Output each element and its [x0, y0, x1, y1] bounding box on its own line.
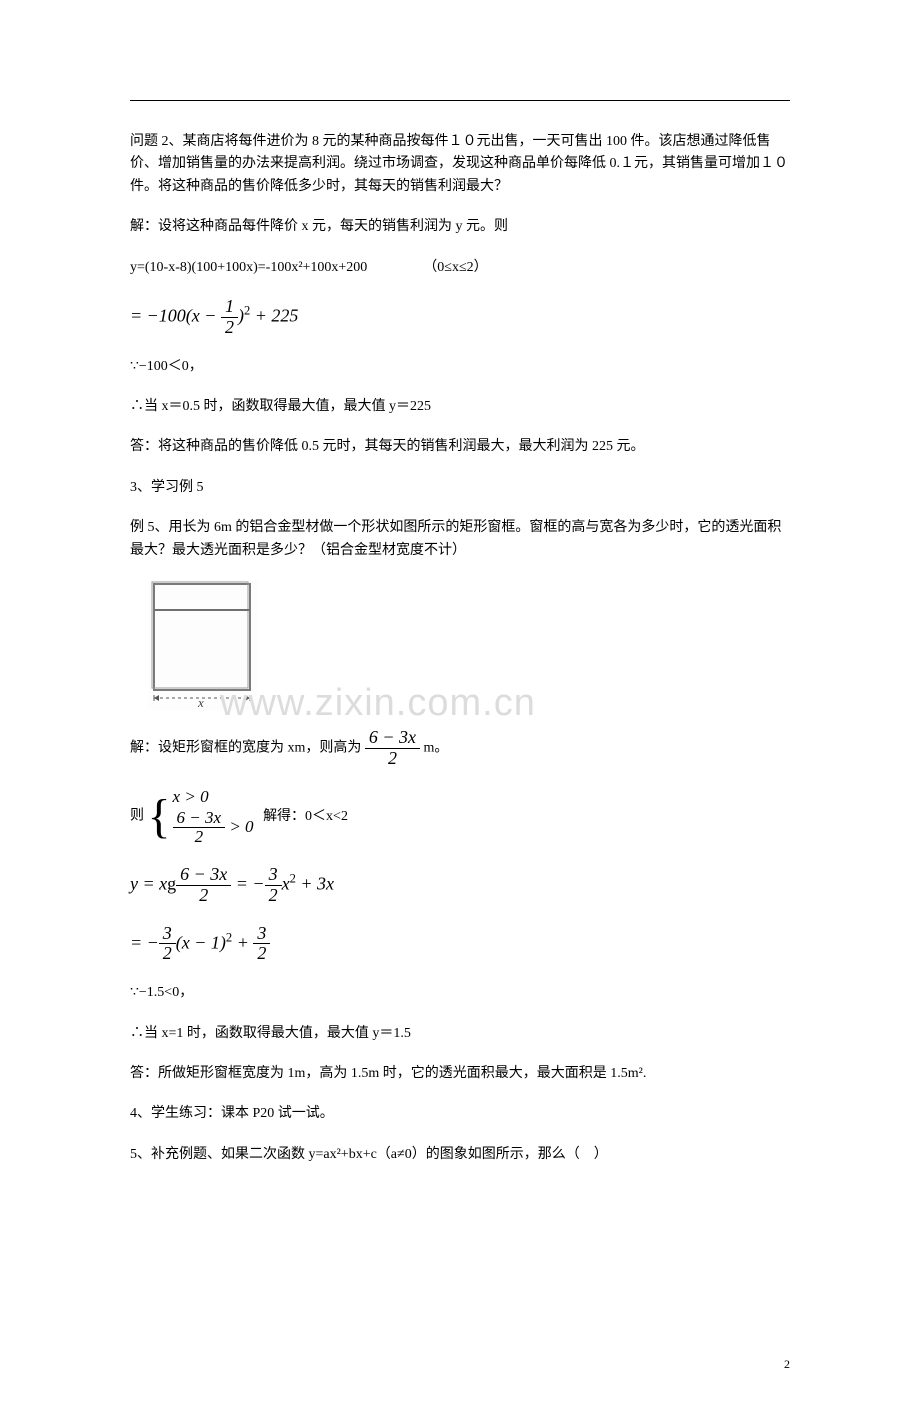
height-fraction: 6 − 3x2 [365, 728, 420, 769]
v2-mid: (x − 1) [176, 932, 226, 952]
page-number: 2 [784, 1357, 790, 1372]
h-num: 6 − 3x [365, 728, 420, 749]
section-3: 3、学习例 5 [130, 477, 790, 499]
sys-row2-num: 6 − 3x [173, 809, 226, 829]
y2-x: x [282, 873, 290, 893]
v2-frac2-num: 3 [253, 924, 270, 945]
y2-frac1-num: 6 − 3x [176, 865, 231, 886]
y2-eq: = − [231, 873, 264, 893]
vertex-form-2: = −32(x − 1)2 + 32 [130, 924, 790, 965]
y2-g: g [167, 873, 176, 893]
vf1-plus: + 225 [250, 305, 298, 325]
vf1-lhs: = −100( [130, 305, 192, 325]
section-4: 4、学生练习：课本 P20 试一试。 [130, 1103, 790, 1125]
solve-result: 解得：0＜x<2 [263, 809, 348, 824]
y2-lhs: y = x [130, 873, 167, 893]
v2-plus: + [232, 932, 253, 952]
solution-intro: 解：设将这种商品每件降价 x 元，每天的销售利润为 y 元。则 [130, 216, 790, 238]
solution-2-intro: 解：设矩形窗框的宽度为 xm，则高为 6 − 3x2 m。 [130, 728, 790, 769]
section-5: 5、补充例题、如果二次函数 y=ax²+bx+c（a≠0）的图象如图所示，那么（… [130, 1144, 790, 1166]
answer-2: 答：所做矩形窗框宽度为 1m，高为 1.5m 时，它的透光面积最大，最大面积是 … [130, 1063, 790, 1085]
y2-frac2-num: 3 [265, 865, 282, 886]
because-2: ∵−1.5<0， [130, 982, 790, 1004]
vf1-num: 1 [221, 297, 238, 318]
y2-frac1-den: 2 [176, 886, 231, 906]
vf1-den: 2 [221, 318, 238, 338]
vf1-minus: − [200, 305, 221, 325]
v2-frac1-num: 3 [159, 924, 176, 945]
v2-eq: = − [130, 932, 159, 952]
top-rule [130, 100, 790, 101]
therefore-1: ∴当 x＝0.5 时，函数取得最大值，最大值 y＝225 [130, 396, 790, 418]
example-5-text: 例 5、用长为 6m 的铝合金型材做一个形状如图所示的矩形窗框。窗框的高与宽各为… [130, 517, 790, 562]
because-1: ∵−100＜0， [130, 356, 790, 378]
answer-1: 答：将这种商品的售价降低 0.5 元时，其每天的销售利润最大，最大利润为 225… [130, 436, 790, 458]
inequality-system: { x > 0 6 − 3x2 > 0 [148, 786, 254, 846]
y2-frac2: 32 [265, 865, 282, 906]
sys-row-2: 6 − 3x2 > 0 [173, 809, 254, 847]
window-x-label: x [197, 695, 204, 710]
y-area-formula: y = xg6 − 3x2 = −32x2 + 3x [130, 865, 790, 906]
left-brace-icon: { [148, 793, 171, 841]
vf1-x: x [192, 305, 200, 325]
y2-frac2-den: 2 [265, 886, 282, 906]
v2-frac1: 32 [159, 924, 176, 965]
vf1-fraction: 12 [221, 297, 238, 338]
vertex-form-1: = −100(x − 12)2 + 225 [130, 297, 790, 338]
v2-frac2: 32 [253, 924, 270, 965]
sys-row2-tail: > 0 [225, 817, 253, 836]
sol2-post: m。 [424, 740, 449, 755]
v2-frac2-den: 2 [253, 944, 270, 964]
y2-plus3x: + 3x [296, 873, 334, 893]
sol2-pre: 解：设矩形窗框的宽度为 xm，则高为 [130, 740, 361, 755]
window-figure: x [148, 580, 790, 710]
sys-row2-den: 2 [173, 828, 226, 847]
then-system: 则 { x > 0 6 − 3x2 > 0 解得：0＜x<2 [130, 786, 790, 846]
problem-2-text: 问题 2、某商店将每件进价为 8 元的某种商品按每件１０元出售，一天可售出 10… [130, 131, 790, 198]
therefore-2: ∴当 x=1 时，函数取得最大值，最大值 y＝1.5 [130, 1023, 790, 1045]
window-svg: x [148, 580, 258, 710]
v2-frac1-den: 2 [159, 944, 176, 964]
then-label: 则 [130, 809, 144, 824]
sys-row-1: x > 0 [173, 786, 254, 808]
sys-row2-frac: 6 − 3x2 [173, 809, 226, 847]
y-expression: y=(10-x-8)(100+100x)=-100x²+100x+200 （0≤… [130, 257, 790, 279]
h-den: 2 [365, 749, 420, 769]
y2-frac1: 6 − 3x2 [176, 865, 231, 906]
